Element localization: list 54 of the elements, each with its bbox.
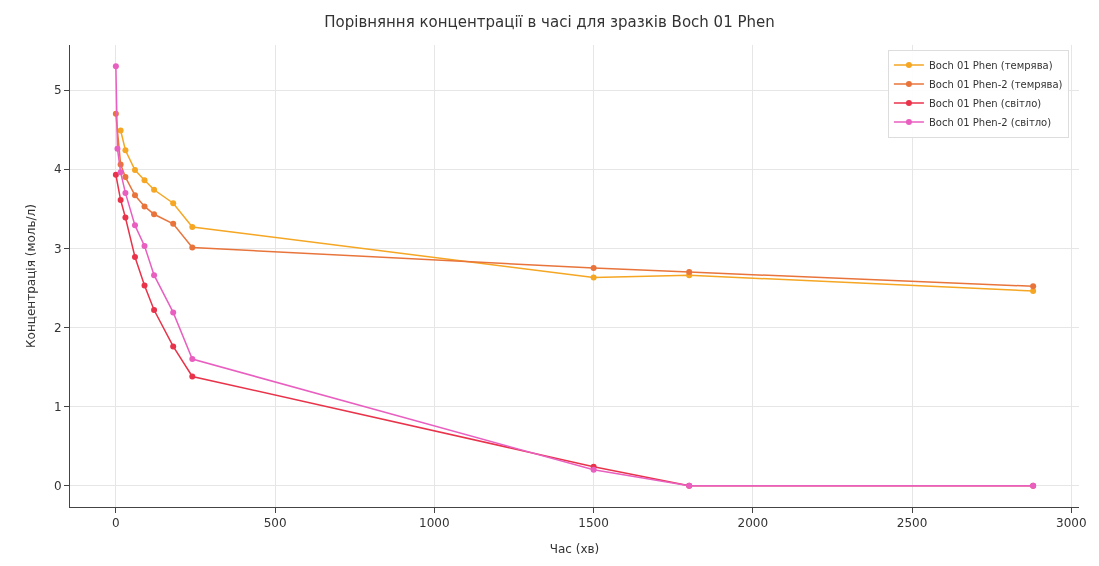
y-tick-label: 2 bbox=[53, 320, 62, 335]
point bbox=[590, 274, 597, 281]
point bbox=[1030, 283, 1037, 290]
point bbox=[112, 63, 119, 70]
point bbox=[151, 307, 158, 314]
point bbox=[189, 356, 196, 363]
point bbox=[1030, 288, 1037, 295]
x-tick-label: 0 bbox=[112, 516, 120, 531]
point bbox=[170, 343, 177, 350]
y-tick-label: 1 bbox=[53, 399, 62, 414]
x-tick-label: 2000 bbox=[737, 516, 769, 531]
y-tick-label: 5 bbox=[53, 83, 62, 98]
legend-label: Boch 01 Phen (світло) bbox=[928, 98, 1042, 110]
point bbox=[117, 197, 124, 204]
x-tick-label: 2500 bbox=[896, 516, 928, 531]
legend-label: Boch 01 Phen (темрява) bbox=[928, 60, 1053, 72]
x-tick-label: 1500 bbox=[578, 516, 609, 531]
point bbox=[170, 200, 177, 207]
point bbox=[590, 265, 597, 272]
point bbox=[141, 242, 148, 249]
point bbox=[131, 222, 138, 229]
y-axis-title: Концентрація (моль/л) bbox=[24, 204, 39, 348]
x-tick-label: 3000 bbox=[1056, 516, 1087, 531]
y-tick-label: 4 bbox=[53, 162, 62, 177]
chart-title: Порівняння концентрації в часі для зразків Boch 01 Phen bbox=[324, 13, 775, 32]
point bbox=[141, 177, 148, 184]
point bbox=[189, 244, 196, 251]
x-tick-label: 1000 bbox=[419, 516, 450, 531]
point bbox=[114, 145, 121, 152]
legend-label: Boch 01 Phen-2 (світло) bbox=[928, 117, 1052, 129]
point bbox=[151, 211, 158, 218]
point bbox=[131, 166, 138, 173]
legend-label: Boch 01 Phen-2 (темрява) bbox=[928, 79, 1063, 91]
y-tick-label: 0 bbox=[53, 478, 62, 493]
point bbox=[122, 189, 129, 196]
point bbox=[122, 214, 129, 221]
point bbox=[122, 174, 129, 181]
y-tick-label: 3 bbox=[53, 241, 62, 256]
x-axis-title: Час (хв) bbox=[549, 542, 600, 557]
point bbox=[117, 127, 124, 134]
point bbox=[151, 186, 158, 193]
point bbox=[112, 171, 119, 178]
point bbox=[170, 309, 177, 316]
point bbox=[122, 147, 129, 154]
point bbox=[141, 203, 148, 210]
point bbox=[117, 169, 124, 176]
point bbox=[141, 282, 148, 289]
point bbox=[170, 220, 177, 227]
point bbox=[189, 223, 196, 230]
point bbox=[151, 272, 158, 279]
x-tick-label: 500 bbox=[263, 516, 287, 531]
point bbox=[131, 254, 138, 261]
point bbox=[131, 192, 138, 199]
point bbox=[189, 373, 196, 380]
